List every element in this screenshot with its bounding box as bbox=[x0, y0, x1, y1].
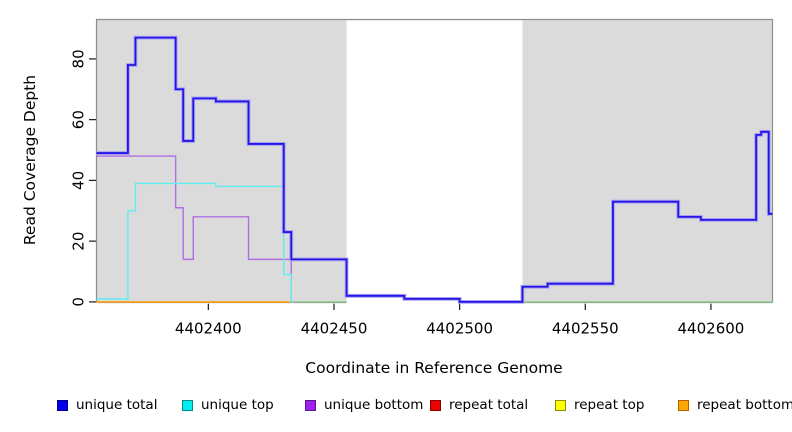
series-unique-top-line bbox=[96, 182, 294, 303]
legend-item-repeat-top: repeat top bbox=[555, 396, 644, 414]
y-axis-tick-label: 0 bbox=[70, 297, 88, 307]
y-axis-tick-label: 40 bbox=[70, 171, 88, 190]
x-axis-tick-label: 4402500 bbox=[426, 320, 493, 338]
x-axis-tick-label: 4402550 bbox=[552, 320, 619, 338]
x-axis-tick-label: 4402450 bbox=[301, 320, 368, 338]
legend-swatch-icon bbox=[555, 399, 566, 411]
legend-item-unique-bottom: unique bottom bbox=[305, 396, 423, 414]
legend-item-unique-top: unique top bbox=[182, 396, 274, 414]
y-axis-tick-label: 80 bbox=[70, 49, 88, 68]
series-unique-total-line bbox=[96, 36, 773, 303]
legend: unique total unique top unique bottom repea… bbox=[0, 396, 792, 416]
legend-swatch-icon bbox=[57, 399, 68, 411]
legend-item-label: unique top bbox=[201, 397, 274, 413]
legend-item-label: repeat bottom bbox=[697, 397, 792, 413]
y-axis-title: Read Coverage Depth bbox=[21, 74, 39, 246]
legend-item-label: repeat total bbox=[449, 397, 529, 413]
y-axis-tick-label: 20 bbox=[70, 232, 88, 251]
x-axis-tick-label: 4402400 bbox=[175, 320, 242, 338]
legend-item-label: unique bottom bbox=[324, 397, 424, 413]
legend-item-unique-total: unique total bbox=[57, 396, 157, 414]
uncovered-region-band bbox=[346, 20, 523, 306]
legend-item-label: repeat top bbox=[574, 397, 645, 413]
legend-item-repeat-total: repeat total bbox=[430, 396, 528, 414]
legend-swatch-icon bbox=[305, 399, 316, 411]
legend-item-repeat-bottom: repeat bottom bbox=[678, 396, 792, 414]
legend-swatch-icon bbox=[182, 399, 193, 411]
x-axis-title: Coordinate in Reference Genome bbox=[305, 359, 563, 377]
legend-swatch-icon bbox=[678, 399, 689, 411]
x-axis-tick-label: 4402600 bbox=[678, 320, 745, 338]
y-axis-tick-label: 60 bbox=[70, 110, 88, 129]
legend-item-label: unique total bbox=[76, 397, 158, 413]
legend-swatch-icon bbox=[430, 399, 441, 411]
series-unique-bottom-line bbox=[96, 155, 294, 303]
